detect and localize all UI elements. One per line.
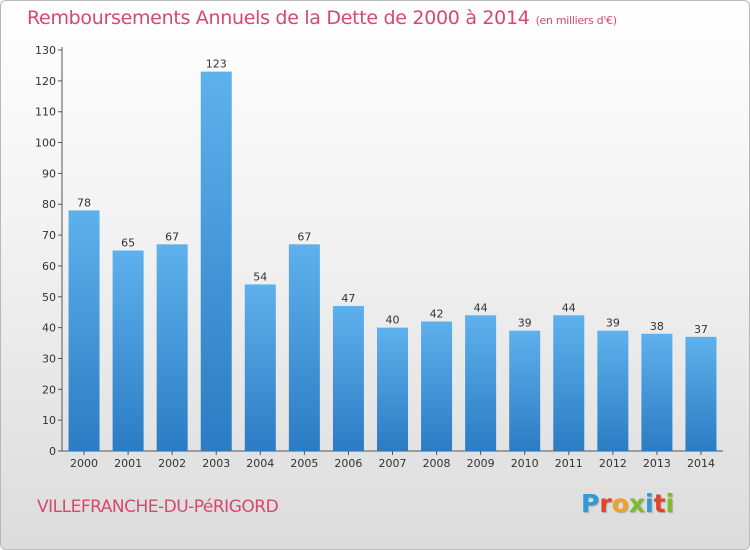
logo-letter: i [645,489,654,518]
y-tick-label: 10 [42,414,56,427]
x-tick-label: 2003 [202,457,230,470]
y-tick-label: 90 [42,167,56,180]
bar [685,336,717,451]
bar [377,327,408,451]
x-tick-label: 2004 [246,457,274,470]
x-tick-label: 2012 [599,457,627,470]
bar [200,71,232,451]
bar-value-label: 40 [386,314,400,327]
bar-value-label: 67 [165,230,179,243]
bar [68,210,100,451]
bar-value-label: 67 [297,230,311,243]
bar-value-label: 65 [121,237,135,250]
x-tick-label: 2002 [158,457,186,470]
bar [156,244,188,451]
bar [421,321,453,451]
bar-value-label: 44 [474,301,488,314]
y-tick-label: 120 [35,75,56,88]
y-tick-label: 50 [42,291,56,304]
x-tick-label: 2008 [423,457,451,470]
bar-value-label: 42 [430,307,444,320]
y-tick-label: 100 [35,137,56,150]
bar [244,284,276,451]
chart-title-main: Remboursements Annuels de la Dette de 20… [27,7,530,29]
logo-letter: i [665,489,675,518]
y-tick-label: 40 [42,322,56,335]
chart-title-unit: (en milliers d'€) [535,14,617,27]
y-tick-label: 80 [42,198,56,211]
y-tick-label: 110 [35,106,56,119]
y-tick-label: 130 [35,44,56,57]
commune-name: VILLEFRANCHE-DU-PéRIGORD [37,497,279,517]
x-tick-label: 2007 [379,457,407,470]
bar [332,306,364,451]
bar [641,333,673,451]
bar [112,250,144,451]
bar [465,315,497,451]
bar-value-label: 123 [206,58,227,71]
bar [597,330,629,451]
bar-value-label: 37 [694,323,708,336]
y-tick-label: 30 [42,352,56,365]
logo-letter: P [581,489,600,518]
x-tick-label: 2006 [334,457,362,470]
bar-value-label: 39 [606,317,620,330]
bar-value-label: 78 [77,196,91,209]
x-tick-label: 2005 [290,457,318,470]
logo-letter: r [599,489,612,518]
bar [509,330,541,451]
x-tick-label: 2000 [70,457,98,470]
bar-value-label: 47 [341,292,355,305]
chart-title: Remboursements Annuels de la Dette de 20… [27,7,617,29]
bar-value-label: 54 [253,270,267,283]
x-tick-label: 2013 [643,457,671,470]
x-tick-label: 2014 [687,457,715,470]
bar [553,315,585,451]
logo-letter: t [653,489,666,518]
x-tick-label: 2001 [114,457,142,470]
bar-value-label: 38 [650,320,664,333]
x-tick-label: 2010 [511,457,539,470]
logo-letter: x [628,489,645,518]
proxiti-logo: Proxiti [581,489,674,518]
bar [288,244,320,451]
y-tick-label: 0 [49,445,56,458]
logo-letter: o [611,489,629,518]
y-tick-label: 70 [42,229,56,242]
bar-value-label: 44 [562,301,576,314]
y-tick-label: 20 [42,383,56,396]
bar-value-label: 39 [518,317,532,330]
y-tick-label: 60 [42,260,56,273]
x-tick-label: 2009 [467,457,495,470]
x-tick-label: 2011 [555,457,583,470]
